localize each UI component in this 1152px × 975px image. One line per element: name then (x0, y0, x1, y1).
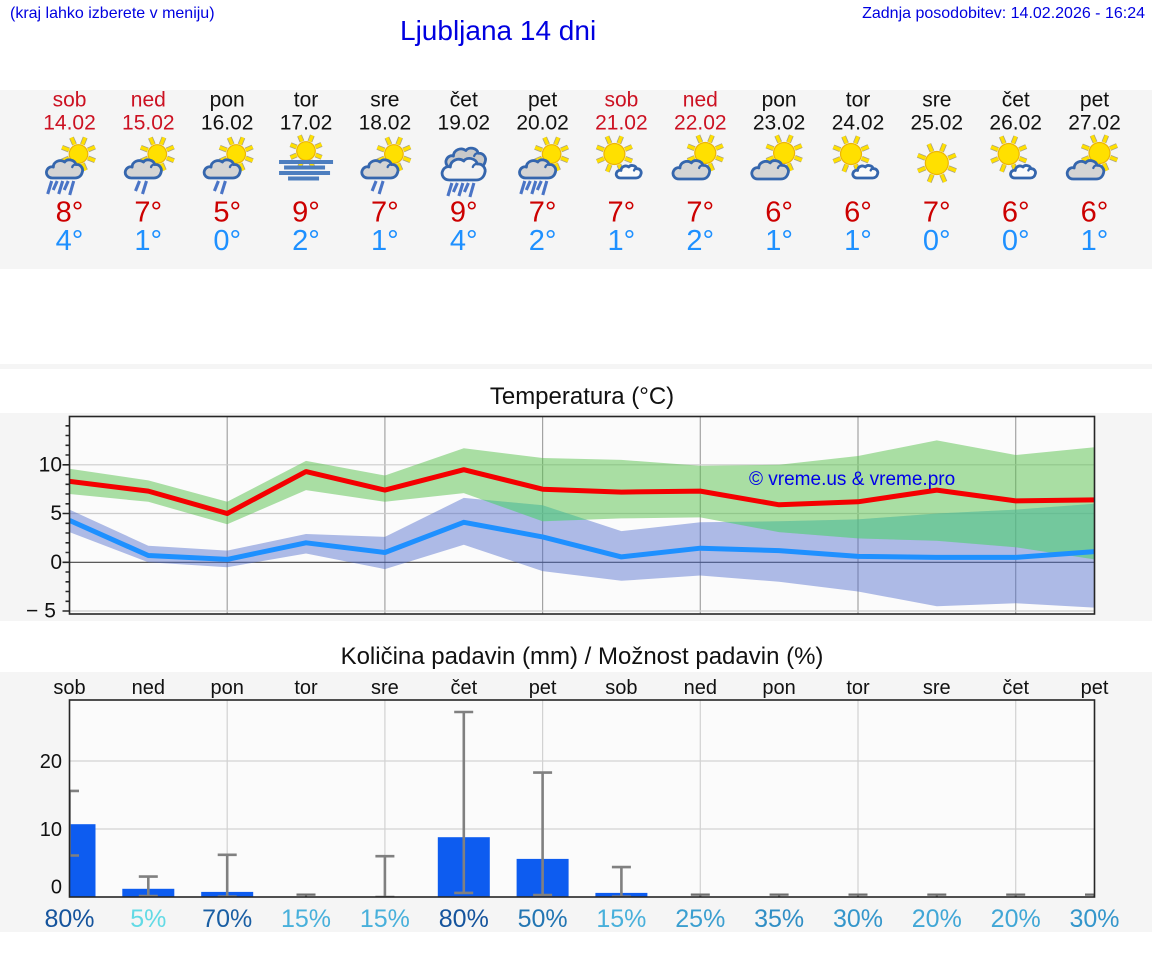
svg-text:9°: 9° (450, 197, 478, 229)
svg-text:6°: 6° (765, 197, 793, 229)
svg-text:ned: ned (132, 677, 165, 699)
svg-text:80%: 80% (439, 905, 489, 933)
svg-text:pet: pet (529, 677, 557, 699)
svg-text:sre: sre (922, 90, 951, 112)
svg-text:ned: ned (683, 90, 718, 112)
svg-text:10: 10 (40, 819, 62, 841)
svg-text:čet: čet (450, 90, 478, 112)
svg-text:70%: 70% (202, 905, 252, 933)
svg-text:1°: 1° (134, 225, 162, 257)
svg-text:6°: 6° (1002, 197, 1030, 229)
svg-text:5: 5 (50, 502, 62, 525)
svg-text:17.02: 17.02 (280, 112, 333, 135)
svg-text:pon: pon (762, 677, 795, 699)
svg-text:tor: tor (846, 90, 871, 112)
svg-text:0: 0 (51, 876, 62, 898)
svg-text:23.02: 23.02 (753, 112, 806, 135)
svg-text:sob: sob (53, 90, 87, 112)
svg-text:15%: 15% (360, 905, 410, 933)
svg-text:20: 20 (40, 751, 62, 773)
svg-text:80%: 80% (44, 905, 94, 933)
svg-text:25.02: 25.02 (911, 112, 964, 135)
svg-text:20%: 20% (991, 905, 1041, 933)
svg-text:sre: sre (370, 90, 399, 112)
svg-text:21.02: 21.02 (595, 112, 648, 135)
svg-text:18.02: 18.02 (359, 112, 412, 135)
svg-text:pet: pet (1080, 90, 1109, 112)
svg-text:5%: 5% (130, 905, 166, 933)
svg-text:0: 0 (50, 551, 62, 574)
svg-text:6°: 6° (1081, 197, 1109, 229)
svg-text:pon: pon (211, 677, 244, 699)
svg-text:7°: 7° (134, 197, 162, 229)
svg-text:30%: 30% (833, 905, 883, 933)
svg-text:0°: 0° (923, 225, 951, 257)
svg-text:16.02: 16.02 (201, 112, 254, 135)
svg-text:tor: tor (294, 677, 318, 699)
svg-text:26.02: 26.02 (989, 112, 1042, 135)
svg-text:7°: 7° (371, 197, 399, 229)
svg-text:2°: 2° (529, 225, 557, 257)
svg-text:7°: 7° (923, 197, 951, 229)
svg-text:22.02: 22.02 (674, 112, 727, 135)
svg-text:19.02: 19.02 (438, 112, 491, 135)
svg-text:4°: 4° (450, 225, 478, 257)
svg-text:24.02: 24.02 (832, 112, 885, 135)
svg-text:8°: 8° (56, 197, 84, 229)
svg-text:1°: 1° (608, 225, 636, 257)
svg-text:ned: ned (131, 90, 166, 112)
svg-text:50%: 50% (518, 905, 568, 933)
svg-text:27.02: 27.02 (1068, 112, 1121, 135)
svg-text:pet: pet (1081, 677, 1109, 699)
svg-text:6°: 6° (844, 197, 872, 229)
svg-text:7°: 7° (686, 197, 714, 229)
svg-text:35%: 35% (754, 905, 804, 933)
svg-text:15%: 15% (596, 905, 646, 933)
svg-text:0°: 0° (213, 225, 241, 257)
svg-text:−5: −5 (26, 600, 62, 623)
svg-text:čet: čet (1002, 90, 1030, 112)
svg-text:ned: ned (684, 677, 717, 699)
svg-text:2°: 2° (292, 225, 320, 257)
svg-text:2°: 2° (686, 225, 714, 257)
svg-text:sob: sob (605, 677, 637, 699)
svg-text:20%: 20% (912, 905, 962, 933)
svg-text:1°: 1° (844, 225, 872, 257)
svg-text:15.02: 15.02 (122, 112, 175, 135)
svg-text:20.02: 20.02 (516, 112, 569, 135)
svg-text:1°: 1° (371, 225, 399, 257)
svg-text:tor: tor (294, 90, 319, 112)
svg-text:7°: 7° (608, 197, 636, 229)
svg-text:30%: 30% (1069, 905, 1119, 933)
svg-text:sob: sob (604, 90, 638, 112)
svg-text:1°: 1° (765, 225, 793, 257)
svg-text:7°: 7° (529, 197, 557, 229)
svg-text:15%: 15% (281, 905, 331, 933)
svg-text:9°: 9° (292, 197, 320, 229)
svg-text:pon: pon (762, 90, 797, 112)
svg-text:10: 10 (39, 453, 62, 476)
svg-text:0°: 0° (1002, 225, 1030, 257)
svg-text:sob: sob (53, 677, 85, 699)
svg-text:pet: pet (528, 90, 557, 112)
svg-text:5°: 5° (213, 197, 241, 229)
svg-text:sre: sre (371, 677, 399, 699)
svg-text:čet: čet (1002, 677, 1029, 699)
svg-text:14.02: 14.02 (43, 112, 96, 135)
svg-text:1°: 1° (1081, 225, 1109, 257)
svg-text:tor: tor (846, 677, 870, 699)
svg-text:25%: 25% (675, 905, 725, 933)
svg-text:sre: sre (923, 677, 951, 699)
svg-text:4°: 4° (56, 225, 84, 257)
svg-text:čet: čet (450, 677, 477, 699)
svg-text:pon: pon (210, 90, 245, 112)
